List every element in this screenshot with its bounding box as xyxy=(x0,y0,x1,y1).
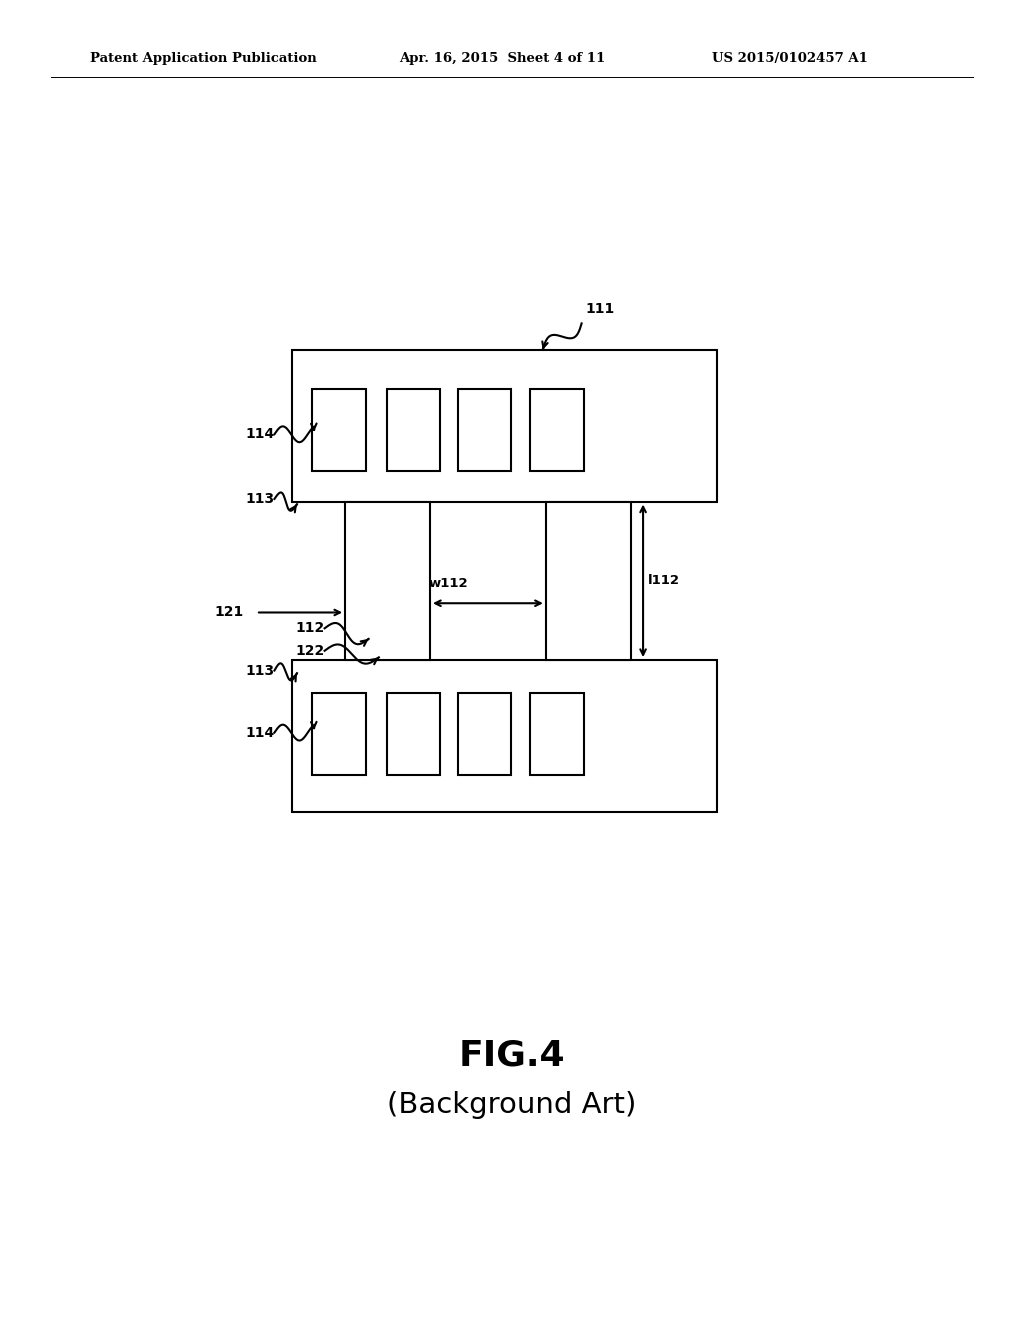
Bar xyxy=(387,389,440,471)
Bar xyxy=(546,502,631,660)
Text: l112: l112 xyxy=(648,574,680,587)
Text: 122: 122 xyxy=(295,644,325,657)
Text: Apr. 16, 2015  Sheet 4 of 11: Apr. 16, 2015 Sheet 4 of 11 xyxy=(399,53,605,65)
Bar xyxy=(387,693,440,775)
Bar xyxy=(530,693,584,775)
Bar xyxy=(530,389,584,471)
Bar xyxy=(292,350,717,502)
Text: US 2015/0102457 A1: US 2015/0102457 A1 xyxy=(712,53,867,65)
Bar xyxy=(458,389,511,471)
Bar xyxy=(458,693,511,775)
Text: (Background Art): (Background Art) xyxy=(387,1090,637,1119)
Text: FIG.4: FIG.4 xyxy=(459,1039,565,1073)
Text: w112: w112 xyxy=(428,577,468,590)
Bar xyxy=(312,693,366,775)
Text: 112: 112 xyxy=(295,622,325,635)
Text: Patent Application Publication: Patent Application Publication xyxy=(90,53,316,65)
Text: 114: 114 xyxy=(245,428,274,441)
Text: 111: 111 xyxy=(586,302,615,315)
Bar xyxy=(312,389,366,471)
Text: 114: 114 xyxy=(245,726,274,739)
Text: 121: 121 xyxy=(214,606,244,619)
Bar xyxy=(345,502,430,660)
Text: 113: 113 xyxy=(246,492,274,506)
Text: 113: 113 xyxy=(246,664,274,677)
Bar xyxy=(292,660,717,812)
